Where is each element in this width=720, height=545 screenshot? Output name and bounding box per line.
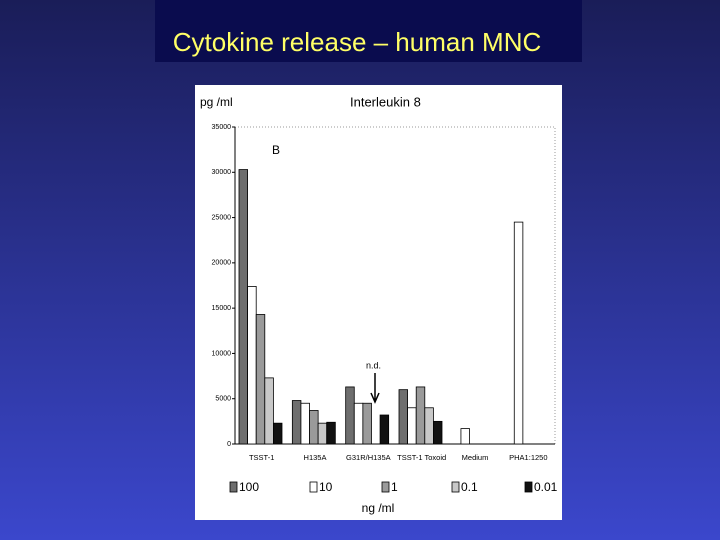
x-tick-label: PHA1:1250 <box>509 453 547 462</box>
bar <box>264 377 274 445</box>
y-tick-label: 5000 <box>215 396 231 403</box>
bar <box>247 286 257 445</box>
bar <box>317 422 328 445</box>
bar <box>238 169 249 445</box>
y-tick-label: 25000 <box>212 214 232 221</box>
x-tick-label: Medium <box>462 453 489 462</box>
bar <box>398 389 409 445</box>
bar <box>432 420 443 445</box>
legend-swatch <box>309 481 318 493</box>
title-box <box>155 0 582 62</box>
x-tick-label: TSST-1 Toxoid <box>397 453 446 462</box>
y-axis-title: pg /ml <box>200 95 233 109</box>
bar <box>300 402 310 445</box>
slide-title: Cytokine release – human MNC <box>173 27 542 57</box>
bar <box>309 410 319 445</box>
x-axis-title: ng /ml <box>362 501 395 515</box>
bar <box>407 407 417 445</box>
y-tick-label: 20000 <box>212 260 232 267</box>
bar <box>424 407 434 445</box>
legend-swatch <box>381 481 390 493</box>
annotation-arrow <box>370 373 380 404</box>
y-tick-label: 10000 <box>212 350 232 357</box>
bar <box>255 314 266 445</box>
annotation: B <box>272 143 280 157</box>
bar <box>291 400 302 445</box>
legend-label: 1 <box>391 480 398 494</box>
y-tick-label: 30000 <box>212 169 232 176</box>
legend-swatch <box>229 481 238 493</box>
x-tick-label: G31R/H135A <box>346 453 391 462</box>
bar <box>272 422 283 445</box>
bar <box>513 221 524 445</box>
y-tick-label: 0 <box>227 441 231 448</box>
bar <box>415 386 426 445</box>
bar <box>326 421 336 445</box>
y-tick-label: 15000 <box>212 305 232 312</box>
bar <box>353 402 364 445</box>
plot-frame <box>234 126 556 445</box>
legend-swatch <box>524 481 533 493</box>
y-tick-label: 35000 <box>212 124 232 131</box>
legend-label: 0.1 <box>461 480 478 494</box>
legend-swatch <box>451 481 460 493</box>
chart-title: Interleukin 8 <box>350 94 421 109</box>
legend-label: 0.01 <box>534 480 558 494</box>
annotation: n.d. <box>366 360 381 370</box>
x-tick-label: TSST-1 <box>249 453 274 462</box>
bar <box>362 402 372 445</box>
bar <box>460 428 470 445</box>
legend-label: 100 <box>239 480 259 494</box>
legend-label: 10 <box>319 480 333 494</box>
bar <box>345 386 355 445</box>
bar <box>379 414 390 445</box>
x-tick-label: H135A <box>304 453 327 462</box>
